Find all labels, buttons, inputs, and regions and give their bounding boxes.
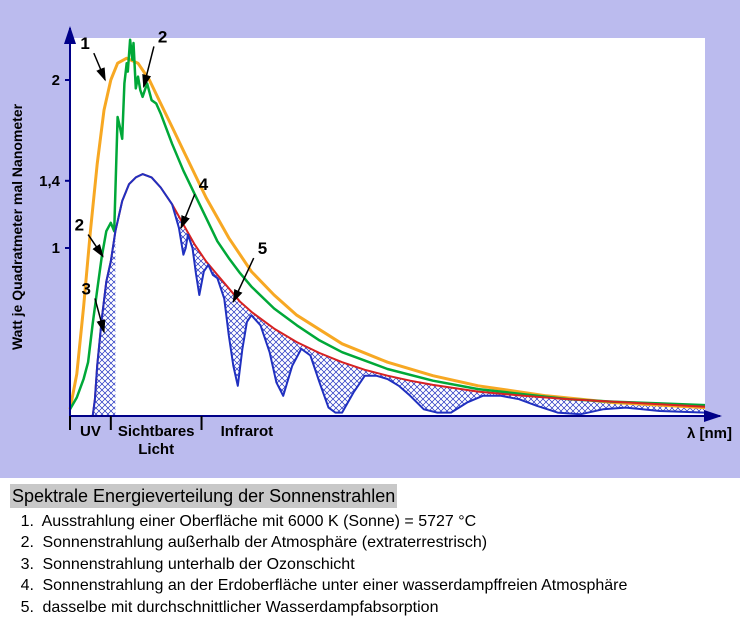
xband-label: Licht [138, 441, 174, 458]
caption-item-2: 2. Sonnenstrahlung außerhalb der Atmosph… [16, 532, 730, 554]
annotation-label-3: 3 [81, 279, 90, 298]
chart-area: 1 1,4 2 UV SichtbaresLicht Infrarot Watt je Qu… [0, 0, 740, 478]
page: 1 1,4 2 UV SichtbaresLicht Infrarot Watt je Qu… [0, 0, 740, 636]
xband-label: Sichtbares [118, 423, 195, 440]
ytick-label: 1,4 [39, 173, 61, 190]
x-axis-label: λ [nm] [687, 425, 732, 442]
caption-list: 1. Ausstrahlung einer Oberfläche mit 600… [10, 509, 730, 619]
caption-item-4: 4. Sonnenstrahlung an der Erdoberfläche … [16, 575, 730, 597]
xband-label: Infrarot [221, 423, 274, 440]
annotation-label-2a: 2 [158, 27, 167, 46]
spectrum-chart: 1 1,4 2 UV SichtbaresLicht Infrarot Watt je Qu… [0, 0, 740, 478]
caption-item-5: 5. dasselbe mit durchschnittlicher Wasse… [16, 597, 730, 619]
caption-item-1: 1. Ausstrahlung einer Oberfläche mit 600… [16, 511, 730, 533]
caption-title: Spektrale Energieverteilung der Sonnenst… [10, 484, 397, 508]
ytick-label: 2 [52, 72, 60, 89]
caption-area: Spektrale Energieverteilung der Sonnenst… [0, 478, 740, 619]
annotation-label-4: 4 [199, 175, 209, 194]
annotation-label-1: 1 [80, 34, 89, 53]
ytick-label: 1 [52, 240, 60, 257]
y-axis-label: Watt je Quadratmeter mal Nanometer [9, 103, 25, 350]
caption-item-3: 3. Sonnenstrahlung unterhalb der Ozonsch… [16, 554, 730, 576]
annotation-label-2b: 2 [75, 216, 84, 235]
annotation-label-5: 5 [258, 239, 267, 258]
xband-label: UV [80, 423, 101, 440]
